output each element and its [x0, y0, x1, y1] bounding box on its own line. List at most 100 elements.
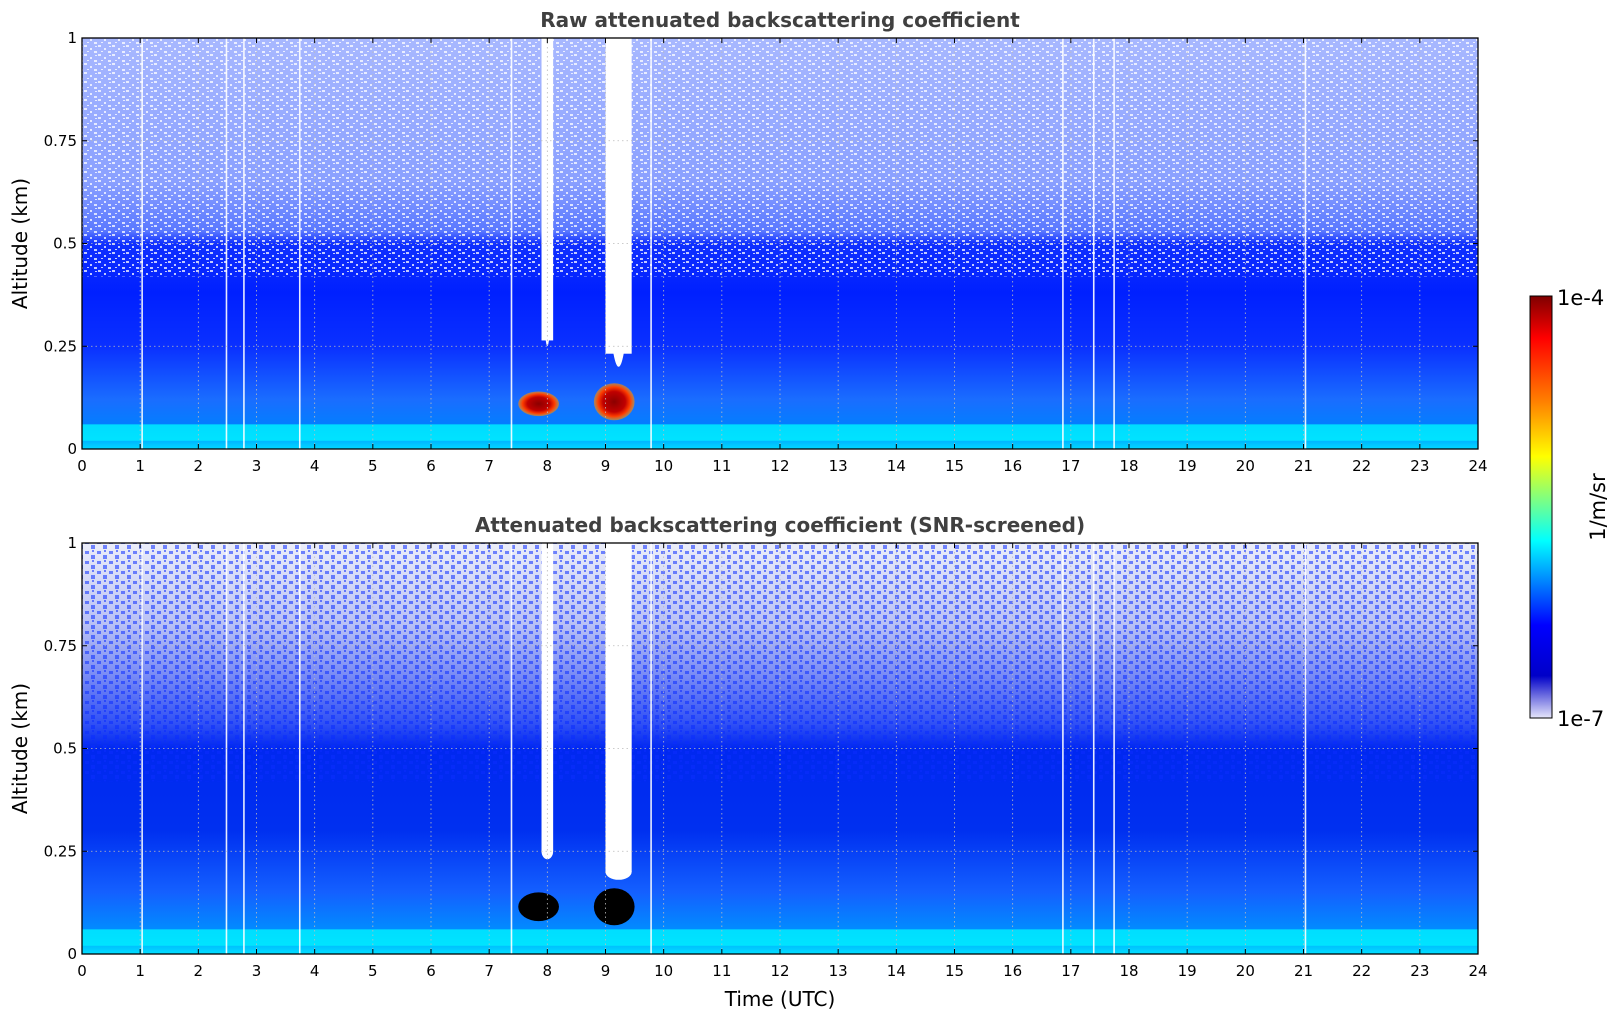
x-tick-label: 21 [1294, 457, 1313, 475]
snr-gap-column-1 [605, 543, 632, 872]
data-gap-streak-4 [510, 543, 513, 954]
x-tick-label: 8 [543, 962, 553, 980]
x-tick-label: 21 [1294, 962, 1313, 980]
x-tick-label: 24 [1468, 962, 1487, 980]
data-gap-streak-8 [1113, 38, 1115, 449]
x-tick-label: 0 [77, 457, 87, 475]
x-tick-label: 7 [484, 962, 494, 980]
x-tick-label: 10 [654, 962, 673, 980]
x-tick-label: 18 [1119, 962, 1138, 980]
y-tick-label: 0.75 [44, 132, 77, 150]
x-tick-label: 11 [712, 457, 731, 475]
x-tick-label: 1 [135, 962, 145, 980]
data-gap-streak-6 [1062, 38, 1064, 449]
x-tick-label: 19 [1178, 962, 1197, 980]
x-tick-label: 2 [194, 457, 204, 475]
data-gap-streak-9 [1304, 543, 1307, 954]
colorbar-unit-label: 1/m/sr [1586, 473, 1610, 541]
x-tick-label: 17 [1061, 962, 1080, 980]
x-tick-label: 3 [252, 962, 262, 980]
y-tick-label: 0 [67, 440, 77, 458]
data-gap-streak-3 [298, 543, 301, 954]
x-tick-label: 8 [543, 457, 553, 475]
colorbar-scale [1529, 295, 1553, 719]
colorbar: 1e-4 1e-7 1/m/sr [1529, 286, 1610, 731]
x-tick-label: 19 [1178, 457, 1197, 475]
y-tick-label: 0.25 [44, 842, 77, 860]
data-gap-streak-7 [1092, 543, 1095, 954]
data-gap-streak-8 [1113, 543, 1115, 954]
snr-gap-tip-0 [541, 843, 554, 860]
x-tick-label: 20 [1236, 457, 1255, 475]
x-tick-label: 5 [368, 457, 378, 475]
data-gap-streak-5 [650, 543, 652, 954]
data-gap-streak-9 [1304, 38, 1307, 449]
raw-panel-title: Raw attenuated backscattering coefficien… [540, 8, 1020, 32]
x-tick-label: 0 [77, 962, 87, 980]
x-tick-label: 17 [1061, 457, 1080, 475]
snr-panel: Attenuated backscattering coefficient (S… [8, 513, 1488, 1011]
x-tick-label: 1 [135, 457, 145, 475]
y-tick-label: 0.25 [44, 337, 77, 355]
x-tick-label: 10 [654, 457, 673, 475]
data-gap-streak-0 [141, 543, 143, 954]
data-gap-streak-4 [510, 38, 513, 449]
feature-signal-gap-column-3 [605, 38, 632, 354]
x-tick-label: 23 [1410, 457, 1429, 475]
y-tick-label: 1 [67, 29, 77, 47]
x-tick-label: 2 [194, 962, 204, 980]
x-tick-label: 12 [770, 457, 789, 475]
x-tick-label: 6 [426, 457, 436, 475]
colorbar-max-label: 1e-4 [1557, 286, 1604, 310]
x-tick-label: 20 [1236, 962, 1255, 980]
x-tick-label: 24 [1468, 457, 1487, 475]
x-tick-label: 11 [712, 962, 731, 980]
x-tick-label: 16 [1003, 457, 1022, 475]
x-tick-label: 18 [1119, 457, 1138, 475]
data-gap-streak-2 [243, 38, 245, 449]
feature-strong-backscatter-layer-1 [593, 383, 635, 421]
colorbar-min-label: 1e-7 [1557, 707, 1604, 731]
x-tick-label: 6 [426, 962, 436, 980]
x-tick-label: 15 [945, 962, 964, 980]
y-tick-label: 0 [67, 945, 77, 963]
x-tick-label: 16 [1003, 962, 1022, 980]
y-tick-label: 0.5 [53, 235, 77, 253]
raw-panel: Raw attenuated backscattering coefficien… [8, 8, 1488, 475]
x-tick-label: 7 [484, 457, 494, 475]
feature-strong-backscatter-layer-0 [518, 391, 559, 417]
x-tick-label: 3 [252, 457, 262, 475]
raw-y-axis-label: Altitude (km) [8, 178, 32, 309]
x-tick-label: 13 [829, 457, 848, 475]
data-gap-streak-3 [298, 38, 301, 449]
x-tick-label: 14 [887, 962, 906, 980]
x-tick-label: 5 [368, 962, 378, 980]
y-tick-label: 1 [67, 534, 77, 552]
x-tick-label: 22 [1352, 457, 1371, 475]
data-gap-streak-5 [650, 38, 652, 449]
data-gap-streak-0 [141, 38, 143, 449]
x-tick-label: 4 [310, 457, 320, 475]
x-tick-label: 22 [1352, 962, 1371, 980]
x-tick-label: 9 [601, 457, 611, 475]
snr-gap-tip-1 [605, 863, 632, 880]
x-tick-label: 9 [601, 962, 611, 980]
x-tick-label: 4 [310, 962, 320, 980]
y-tick-label: 0.5 [53, 740, 77, 758]
snr-surface-layer [82, 929, 1478, 946]
y-tick-label: 0.75 [44, 637, 77, 655]
data-gap-streak-6 [1062, 543, 1064, 954]
snr-y-axis-label: Altitude (km) [8, 683, 32, 814]
snr-panel-title: Attenuated backscattering coefficient (S… [475, 513, 1085, 537]
data-gap-streak-2 [243, 543, 245, 954]
x-tick-label: 12 [770, 962, 789, 980]
x-tick-label: 14 [887, 457, 906, 475]
x-tick-label: 23 [1410, 962, 1429, 980]
feature-saturated-cloud-0 [518, 892, 559, 922]
feature-saturated-cloud-1 [593, 888, 635, 926]
raw-surface-layer [82, 424, 1478, 441]
data-gap-streak-7 [1092, 38, 1095, 449]
x-axis-label: Time (UTC) [724, 987, 836, 1011]
x-tick-label: 13 [829, 962, 848, 980]
